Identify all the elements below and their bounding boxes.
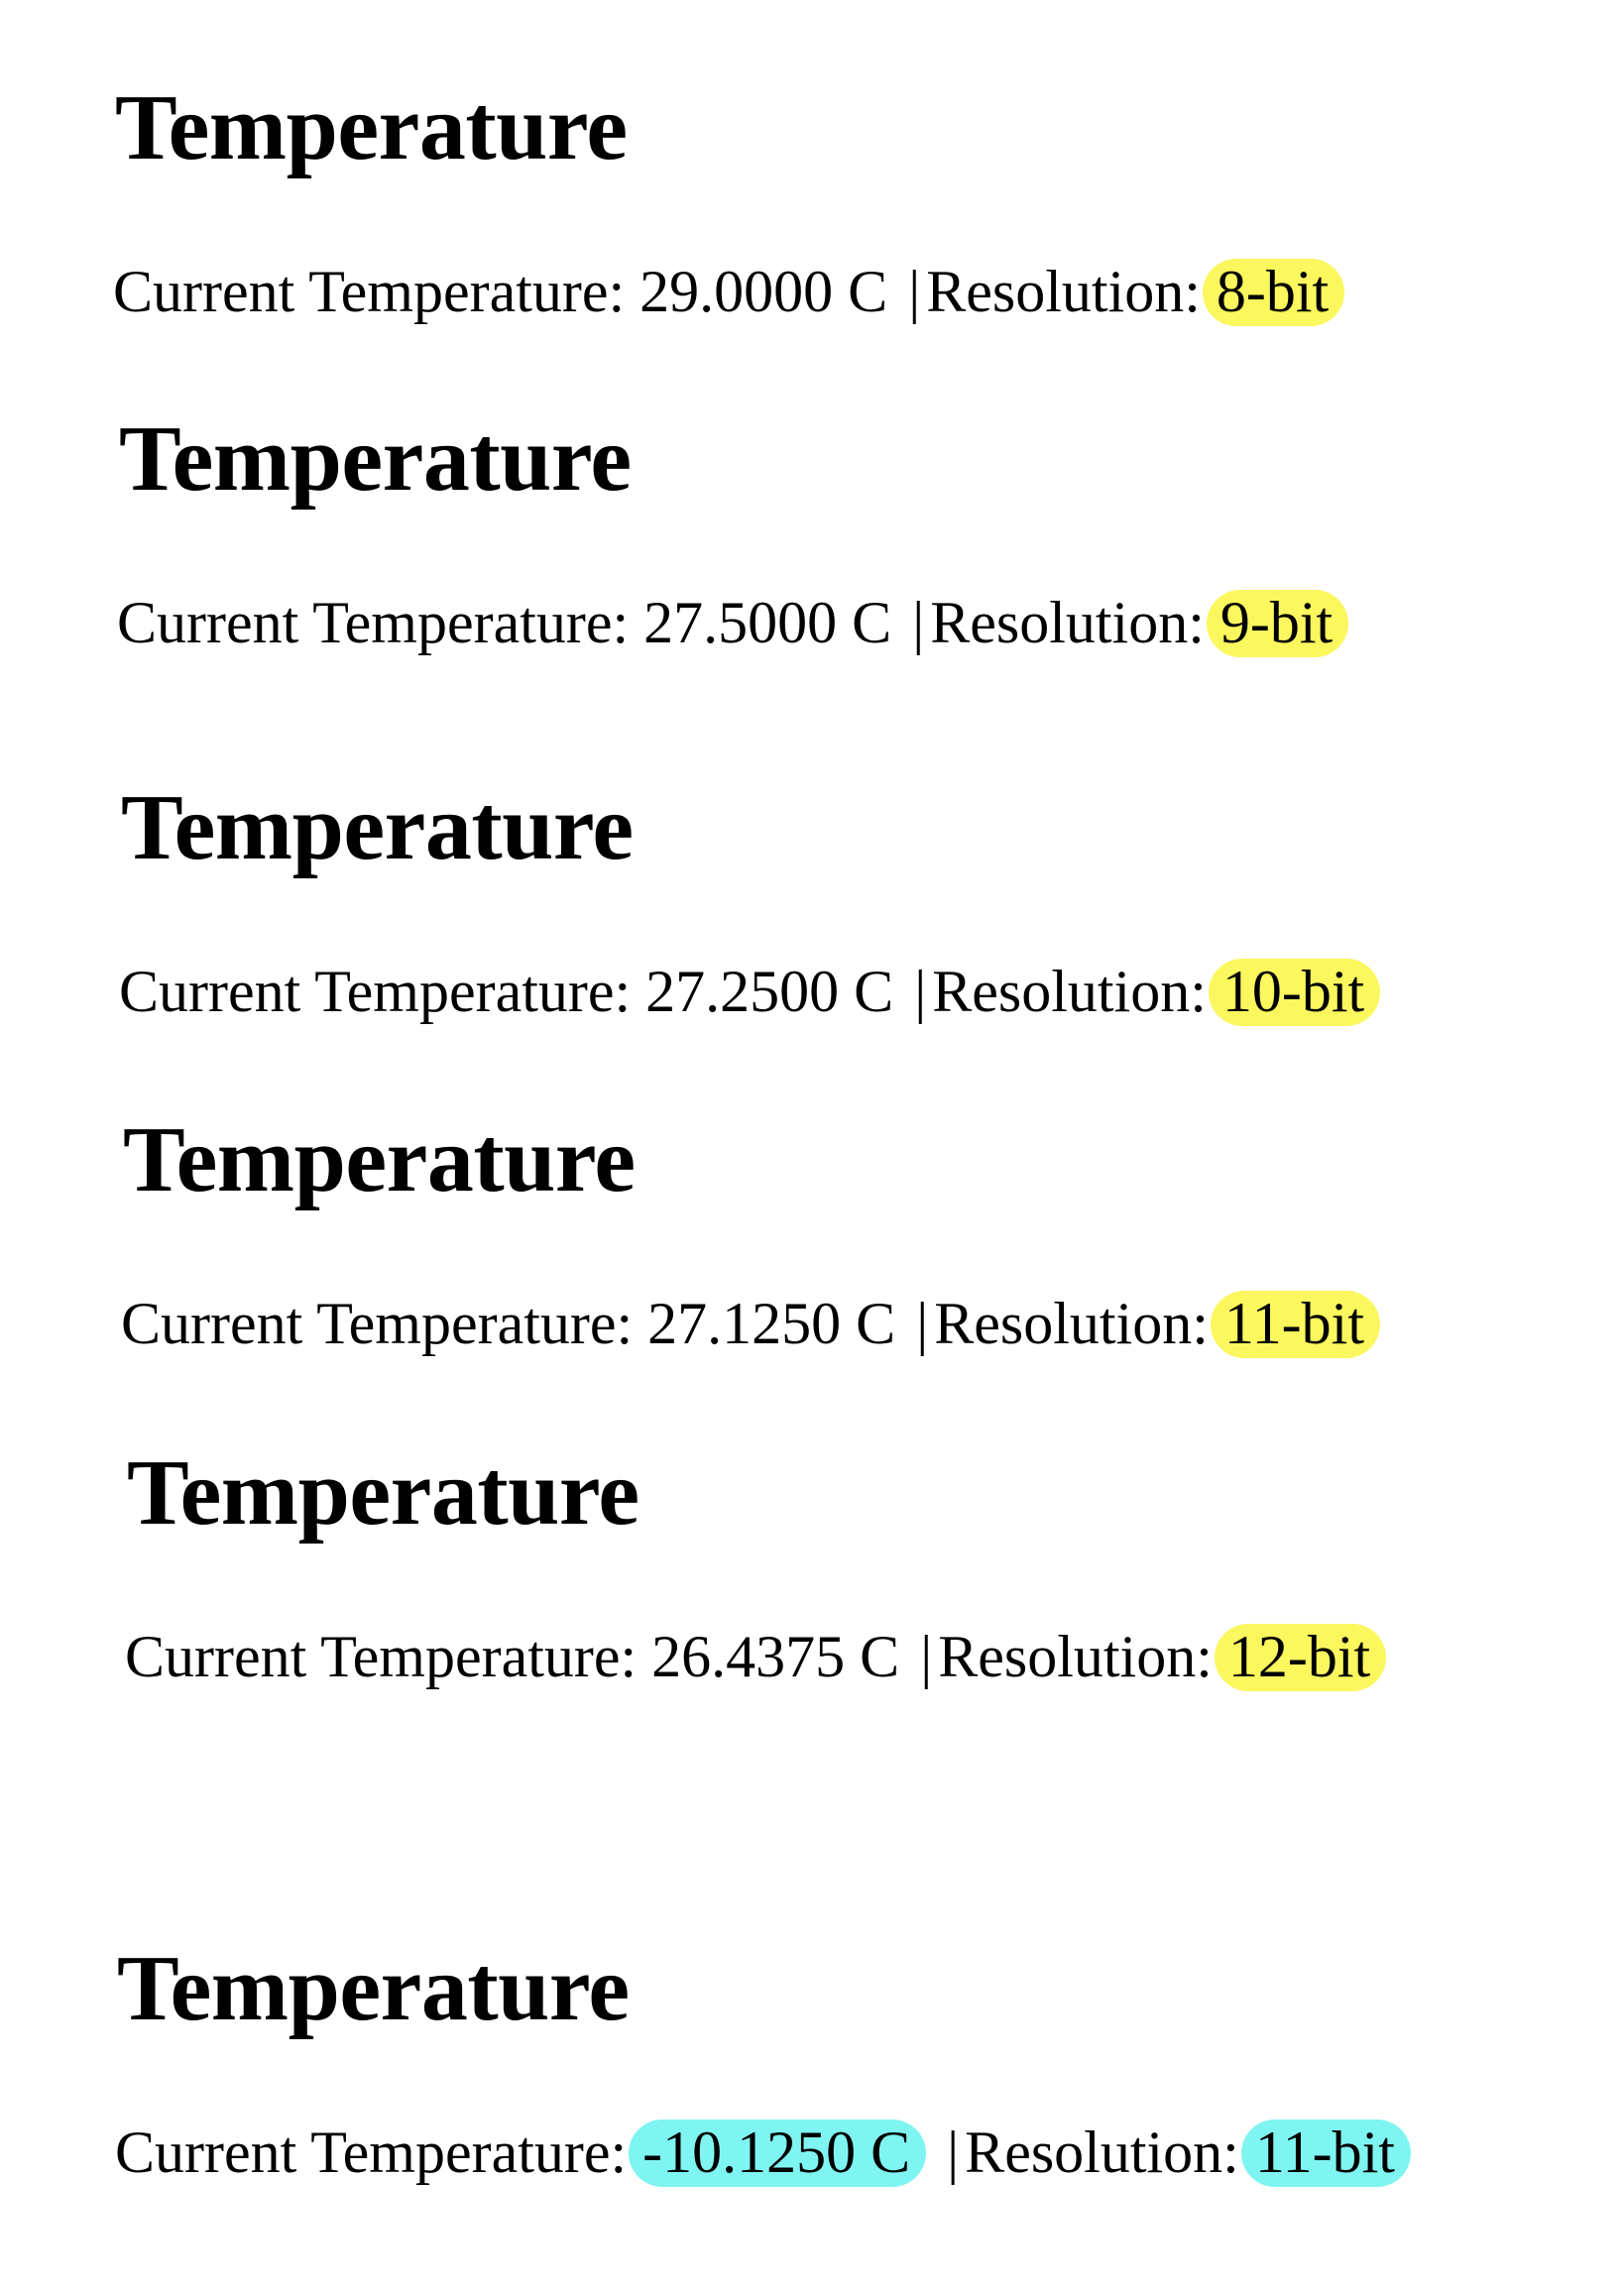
temperature-value: 26.4375 C <box>651 1624 900 1689</box>
temperature-value: 27.1250 C <box>647 1291 896 1356</box>
resolution-label: Resolution: <box>965 2120 1239 2185</box>
separator: | <box>916 1291 929 1356</box>
temperature-reading: Current Temperature: 26.4375 C | Resoluti… <box>125 1619 1387 1694</box>
temperature-value: -10.1250 C <box>629 2120 927 2187</box>
temperature-heading: Temperature <box>119 407 632 511</box>
resolution-label: Resolution: <box>934 1291 1209 1356</box>
separator: | <box>914 959 927 1024</box>
current-temperature-label: Current Temperature: <box>125 1624 638 1689</box>
temperature-reading: Current Temperature: 27.2500 C | Resoluti… <box>119 954 1381 1029</box>
current-temperature-label: Current Temperature: <box>113 259 626 324</box>
resolution-value: 9-bit <box>1206 590 1349 657</box>
temperature-heading: Temperature <box>123 1108 636 1211</box>
separator: | <box>947 2120 960 2185</box>
temperature-heading: Temperature <box>117 1937 630 2040</box>
resolution-value: 8-bit <box>1202 259 1345 326</box>
temperature-heading: Temperature <box>127 1441 639 1545</box>
current-temperature-label: Current Temperature: <box>115 2120 628 2185</box>
temperature-heading: Temperature <box>115 76 628 179</box>
temperature-reading: Current Temperature: 29.0000 C | Resoluti… <box>113 254 1345 329</box>
temperature-heading: Temperature <box>121 776 634 879</box>
resolution-label: Resolution: <box>932 959 1207 1024</box>
resolution-value: 11-bit <box>1210 1291 1380 1358</box>
separator: | <box>920 1624 933 1689</box>
resolution-label: Resolution: <box>926 259 1201 324</box>
separator: | <box>912 590 925 655</box>
temperature-value: 27.2500 C <box>645 959 894 1024</box>
temperature-value: 27.5000 C <box>643 590 892 655</box>
resolution-label: Resolution: <box>930 590 1205 655</box>
resolution-value: 10-bit <box>1208 959 1381 1026</box>
temperature-reading: Current Temperature: -10.1250 C | Resoluti… <box>115 2115 1411 2190</box>
separator: | <box>908 259 921 324</box>
current-temperature-label: Current Temperature: <box>117 590 630 655</box>
resolution-label: Resolution: <box>938 1624 1213 1689</box>
temperature-reading: Current Temperature: 27.1250 C | Resoluti… <box>121 1286 1380 1361</box>
resolution-value: 11-bit <box>1240 2120 1411 2187</box>
temperature-reading: Current Temperature: 27.5000 C | Resoluti… <box>117 585 1349 660</box>
temperature-value: 29.0000 C <box>639 259 888 324</box>
resolution-value: 12-bit <box>1214 1624 1387 1691</box>
current-temperature-label: Current Temperature: <box>121 1291 634 1356</box>
current-temperature-label: Current Temperature: <box>119 959 632 1024</box>
